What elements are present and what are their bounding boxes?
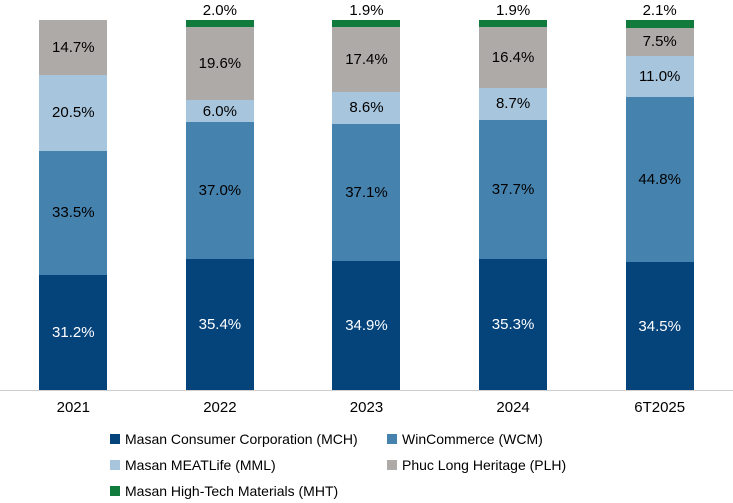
- data-label: 37.1%: [345, 183, 388, 201]
- legend-swatch: [110, 486, 120, 496]
- legend: Masan Consumer Corporation (MCH) WinComme…: [110, 431, 733, 499]
- legend-swatch: [387, 434, 397, 444]
- legend-swatch: [387, 460, 397, 470]
- bar-segment: 37.7%: [479, 119, 548, 260]
- bar-segment: 34.5%: [625, 262, 694, 390]
- data-label: 19.6%: [198, 55, 242, 73]
- data-label: 37.7%: [491, 181, 535, 199]
- bar-segment: 16.4%: [479, 27, 548, 88]
- category-label-2021: 2021: [56, 399, 90, 416]
- bar-segment: 7.5%: [625, 28, 694, 56]
- chart-column-2023: 1.9% 34.9% 37.1% 8.6% 17.4%: [293, 0, 440, 390]
- chart-column-2021: 31.2% 33.5% 20.5% 14.7%: [0, 0, 147, 390]
- data-label: 14.7%: [52, 39, 95, 57]
- bar-segment: 14.7%: [39, 20, 108, 75]
- data-label: 16.4%: [491, 48, 535, 66]
- bar-segment: 17.4%: [332, 27, 401, 92]
- data-label: 7.5%: [642, 33, 677, 51]
- above-bar-data-label: 2.1%: [642, 2, 677, 20]
- category-label-2022: 2022: [203, 399, 237, 416]
- legend-label: Masan Consumer Corporation (MCH): [125, 431, 358, 447]
- data-label: 6.0%: [202, 102, 237, 120]
- legend-item: Masan High-Tech Materials (MHT): [110, 483, 387, 499]
- stacked-bar-2021: 31.2% 33.5% 20.5% 14.7%: [39, 20, 108, 390]
- x-axis-line: [0, 390, 733, 391]
- stacked-bar-2023: 34.9% 37.1% 8.6% 17.4%: [332, 20, 401, 390]
- chart-column-2024: 1.9% 35.3% 37.7% 8.7% 16.4%: [440, 0, 587, 390]
- data-label: 35.4%: [198, 316, 242, 333]
- above-bar-data-label: 2.0%: [202, 2, 237, 20]
- data-label: 20.5%: [52, 104, 95, 122]
- category-label-6T2025: 6T2025: [634, 399, 686, 416]
- plot-area: 31.2% 33.5% 20.5% 14.7% 2.0% 35.4% 37.0% 6.0% 19…: [0, 0, 733, 390]
- legend-item: Masan MEATLife (MML): [110, 457, 387, 473]
- category-label-2023: 2023: [349, 399, 384, 416]
- data-label: 37.0%: [198, 182, 242, 200]
- data-label: 44.8%: [638, 170, 681, 188]
- chart-column-6T2025: 2.1% 34.5% 44.8% 11.0% 7.5%: [586, 0, 733, 390]
- bar-segment: 31.2%: [39, 274, 108, 390]
- data-label: 11.0%: [638, 67, 681, 85]
- stacked-bar-6T2025: 34.5% 44.8% 11.0% 7.5%: [625, 20, 694, 390]
- bar-segment: 8.6%: [332, 91, 401, 124]
- bar-segment: 19.6%: [185, 27, 254, 100]
- category-label-2024: 2024: [496, 399, 530, 416]
- bar-segment: [479, 20, 548, 28]
- bar-segment: 11.0%: [625, 55, 694, 97]
- above-bar-data-label: 1.9%: [495, 2, 531, 20]
- stacked-bar-2022: 35.4% 37.0% 6.0% 19.6%: [185, 20, 254, 390]
- bar-segment: 37.0%: [185, 122, 254, 259]
- bar-segment: 35.3%: [479, 259, 548, 390]
- chart-column-2022: 2.0% 35.4% 37.0% 6.0% 19.6%: [147, 0, 294, 390]
- bar-segment: 8.7%: [479, 87, 548, 120]
- bar-segment: 34.9%: [332, 260, 401, 390]
- stacked-bar-2024: 35.3% 37.7% 8.7% 16.4%: [479, 20, 548, 390]
- legend-label: WinCommerce (WCM): [402, 431, 543, 447]
- data-label: 35.3%: [491, 316, 535, 334]
- data-label: 8.6%: [349, 99, 384, 117]
- bar-segment: 20.5%: [39, 74, 108, 151]
- legend-swatch: [110, 434, 120, 444]
- legend-item: Phuc Long Heritage (PLH): [387, 457, 733, 473]
- bar-segment: 44.8%: [625, 96, 694, 263]
- data-label: 33.5%: [52, 204, 95, 222]
- bar-segment: 37.1%: [332, 123, 401, 261]
- data-label: 31.2%: [52, 323, 95, 341]
- legend-label: Phuc Long Heritage (PLH): [402, 457, 567, 473]
- bar-segment: 6.0%: [185, 99, 254, 123]
- bar-segment: 35.4%: [185, 259, 254, 390]
- data-label: 8.7%: [495, 95, 531, 113]
- legend-label: Masan MEATLife (MML): [125, 457, 276, 473]
- data-label: 34.5%: [638, 317, 681, 335]
- bar-segment: 33.5%: [39, 150, 108, 275]
- x-axis-labels: 2021 2022 2023 2024 6T2025: [0, 391, 733, 416]
- data-label: 17.4%: [345, 51, 388, 69]
- legend-swatch: [110, 460, 120, 470]
- bar-segment: [332, 20, 401, 28]
- bar-segment: [185, 20, 254, 28]
- legend-item: WinCommerce (WCM): [387, 431, 733, 447]
- above-bar-data-label: 1.9%: [349, 2, 384, 20]
- data-label: 34.9%: [345, 316, 388, 334]
- legend-label: Masan High-Tech Materials (MHT): [125, 483, 339, 499]
- legend-item: Masan Consumer Corporation (MCH): [110, 431, 387, 447]
- bar-segment: [625, 20, 694, 29]
